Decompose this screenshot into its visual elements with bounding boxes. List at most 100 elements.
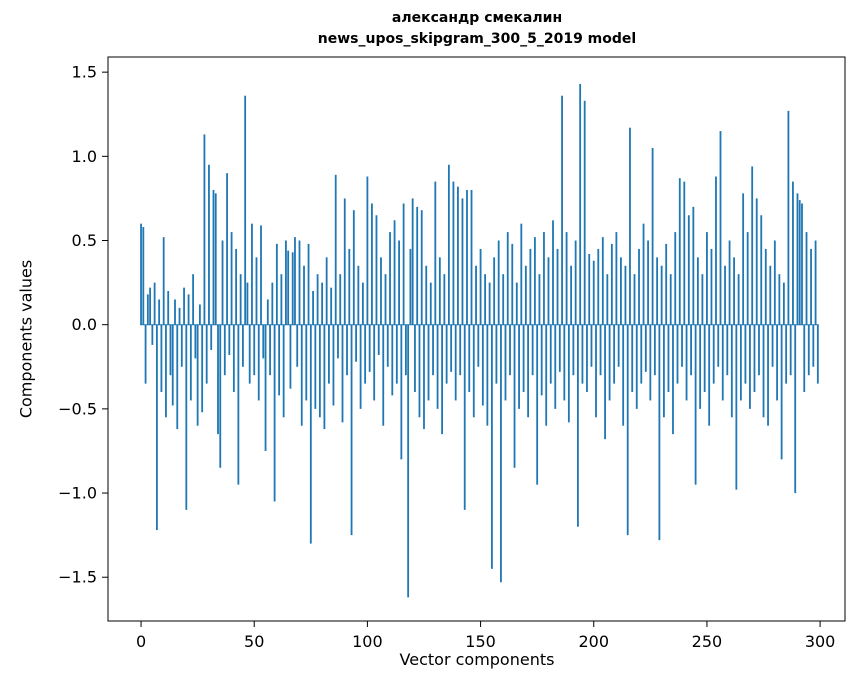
bar (776, 324, 778, 401)
bar (341, 324, 344, 423)
bar (461, 198, 464, 325)
bar (486, 324, 489, 426)
bar (235, 248, 238, 325)
bar (563, 324, 566, 401)
bar (226, 173, 228, 325)
bar (649, 324, 652, 401)
bar (481, 324, 484, 406)
bar (187, 294, 190, 325)
bar (778, 274, 781, 325)
bar (253, 324, 256, 376)
bar (479, 248, 482, 325)
bar (543, 232, 545, 325)
bar (348, 248, 351, 325)
bar (321, 282, 324, 325)
bar (751, 166, 754, 325)
bar (545, 324, 548, 426)
bar (527, 324, 530, 418)
bar (672, 324, 674, 435)
bar (574, 240, 577, 325)
bar (624, 265, 627, 325)
bar (420, 210, 423, 325)
bar (463, 324, 466, 510)
bar (601, 237, 604, 325)
bar (343, 198, 346, 325)
bar (647, 240, 649, 325)
bar (504, 324, 507, 401)
bar (328, 324, 330, 384)
bar (183, 287, 185, 325)
bar (488, 282, 491, 325)
bar (346, 324, 348, 376)
bar (656, 257, 659, 325)
bar (198, 304, 201, 325)
y-tick-label: −0.5 (58, 399, 97, 418)
bar (219, 324, 222, 468)
bar (762, 324, 765, 418)
y-tick-label: −1.0 (58, 484, 97, 503)
bar (749, 324, 751, 409)
bar (613, 324, 616, 384)
bar (678, 178, 681, 325)
bar (402, 203, 405, 325)
bar (730, 324, 733, 418)
bar (633, 274, 636, 325)
bar (719, 131, 722, 325)
bar (334, 174, 337, 325)
bar (332, 324, 335, 406)
bar (701, 274, 704, 325)
bar (683, 181, 686, 325)
bar (520, 223, 523, 325)
bar (794, 324, 797, 494)
bar (699, 324, 702, 409)
bar (536, 324, 539, 485)
bar (715, 176, 717, 325)
bar (445, 324, 448, 384)
bar (280, 274, 283, 325)
bar (708, 324, 711, 426)
bar (753, 324, 756, 393)
bar (771, 324, 774, 367)
bar (780, 324, 783, 460)
bar (767, 324, 769, 426)
x-tick-label: 0 (136, 632, 146, 651)
bar (140, 223, 142, 325)
bar (167, 291, 170, 325)
bar (692, 206, 695, 325)
bar (450, 324, 453, 372)
bar (429, 282, 432, 325)
bar (717, 324, 720, 367)
bar (640, 324, 643, 384)
bar (735, 324, 738, 490)
bar (570, 265, 573, 325)
bar (511, 243, 514, 325)
bar (194, 324, 197, 359)
bar (513, 324, 516, 468)
bar (721, 324, 724, 401)
bar (300, 324, 303, 426)
bar (696, 257, 699, 325)
bar (165, 324, 167, 418)
bar (470, 190, 473, 325)
x-tick-label: 100 (352, 632, 383, 651)
bar (515, 282, 518, 325)
bar (703, 324, 706, 393)
bar (658, 324, 661, 541)
bar (318, 324, 321, 418)
bar (418, 324, 421, 418)
bar (350, 324, 353, 536)
bar (801, 203, 803, 325)
bar (490, 324, 493, 569)
bar (746, 232, 749, 325)
bar (323, 324, 326, 430)
bar (620, 257, 622, 325)
bar (755, 198, 758, 325)
y-tick-label: 0.0 (72, 315, 97, 334)
bar (642, 223, 645, 325)
x-axis-label: Vector components (399, 650, 555, 669)
bar (506, 232, 509, 325)
bar (217, 324, 219, 435)
bar (155, 324, 158, 531)
bar (782, 282, 785, 325)
axes-spines (107, 56, 846, 622)
